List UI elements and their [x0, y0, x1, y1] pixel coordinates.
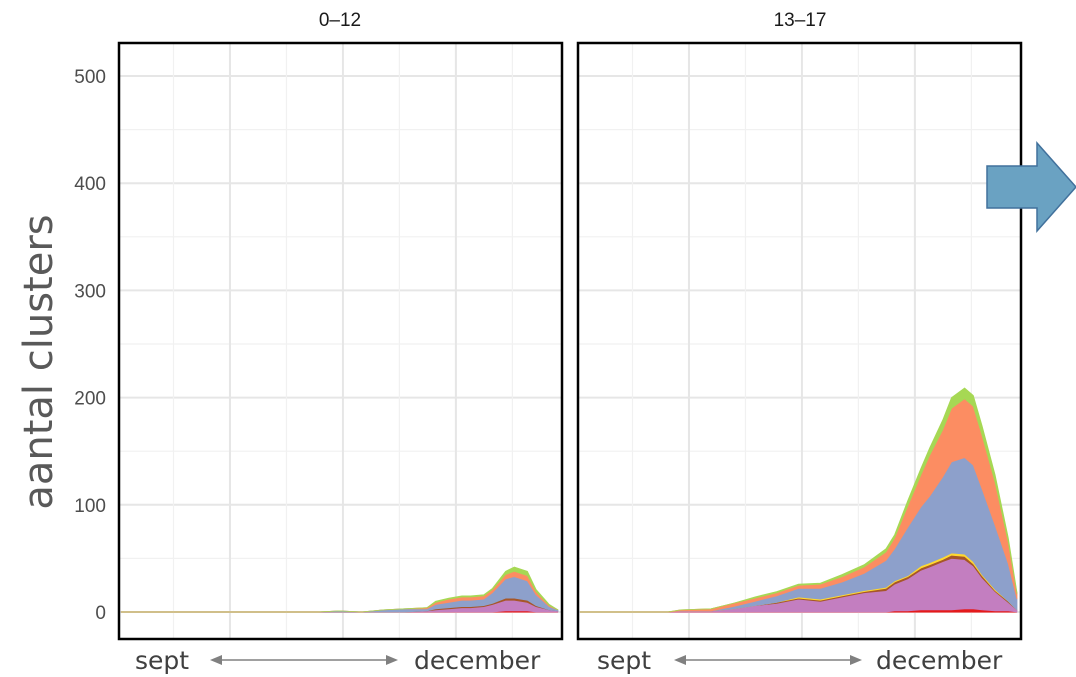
x-caption-end: december — [414, 646, 541, 675]
y-tick-label: 500 — [74, 67, 106, 88]
x-caption-start: sept — [597, 646, 651, 675]
panel-13-17 — [576, 41, 1023, 641]
area-series-green — [121, 566, 559, 613]
y-tick-label: 200 — [74, 389, 106, 410]
panel-title-13-17: 13–17 — [774, 10, 827, 31]
y-tick-label: 300 — [74, 281, 106, 302]
double-arrow-icon — [210, 655, 398, 665]
panel-frame — [117, 41, 564, 641]
x-caption-start: sept — [135, 646, 189, 675]
panel-0-12 — [117, 41, 564, 641]
panel-title-0-12: 0–12 — [319, 10, 361, 31]
y-tick-label: 400 — [74, 174, 106, 195]
y-tick-label: 0 — [95, 603, 106, 624]
y-axis-label: aantal clusters — [16, 214, 62, 509]
panel-frame — [576, 41, 1023, 641]
x-caption-end: december — [876, 646, 1003, 675]
panel-background — [119, 43, 562, 639]
y-tick-labels: 0 100 200 300 400 500 — [74, 67, 106, 624]
double-arrow-icon — [674, 655, 862, 665]
y-tick-label: 100 — [74, 496, 106, 517]
right-arrow-icon — [986, 141, 1076, 233]
area-series-green — [580, 387, 1018, 613]
